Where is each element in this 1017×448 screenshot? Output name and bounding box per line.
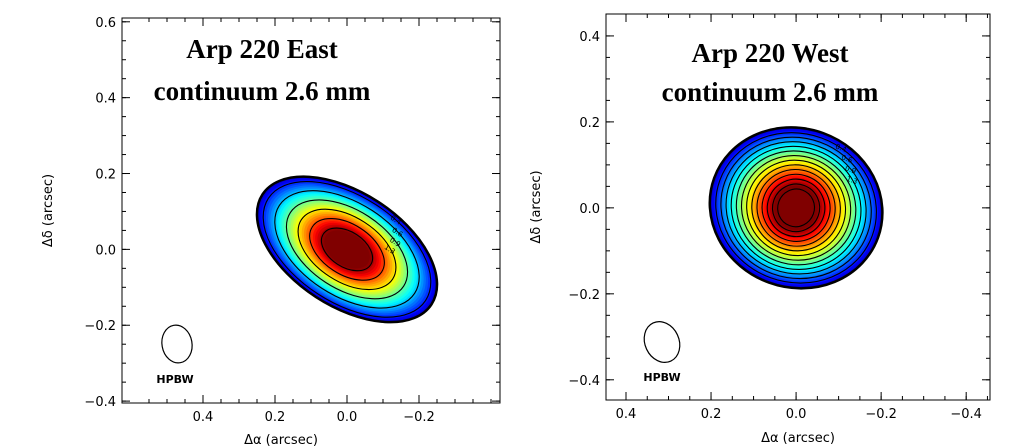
- contour-1.3: [730, 145, 862, 270]
- panel-title: Arp 220 West: [691, 38, 848, 68]
- contour-4.1: [766, 178, 826, 238]
- beam-label: HPBW: [643, 371, 680, 384]
- y-tick-label: 0.2: [95, 168, 116, 183]
- y-tick-label: −0.2: [568, 288, 600, 303]
- y-tick-label: 0.4: [95, 92, 116, 107]
- beam-ellipse: [161, 324, 193, 364]
- contour-0.4: [715, 132, 877, 284]
- x-tick-label: 0.0: [337, 410, 358, 425]
- x-tick-label: 0.4: [193, 410, 214, 425]
- contour-0.6: [720, 136, 872, 280]
- map-fill-layer: [344, 247, 350, 252]
- y-tick-label: 0.4: [579, 30, 600, 45]
- x-tick-label: 0.2: [701, 407, 722, 422]
- contour-0.9: [285, 199, 409, 300]
- x-tick-label: −0.2: [403, 410, 435, 425]
- x-tick-label: −0.2: [865, 407, 897, 422]
- panel-east: 0.40.60.91.3 0.4 0.2 0.0 −0.2 0.6 0.4 0.2 0.0 −0.…: [41, 16, 501, 448]
- contour-3.7: [761, 173, 831, 242]
- contour-label: 0.6: [840, 153, 854, 165]
- contour-1.7: [735, 150, 857, 266]
- contour-2.9: [751, 164, 841, 252]
- y-tick-label: −0.4: [568, 374, 600, 389]
- y-tick-label: 0.6: [95, 16, 116, 31]
- emission-map: 0.40.60.91.3: [255, 175, 439, 324]
- beam-ellipse: [643, 321, 681, 363]
- y-tick-label: 0.0: [579, 202, 600, 217]
- panel-west: 0.40.60.91.30.4 0.2 0.0 −0.2 −0.40.40.20.0−0…: [529, 13, 991, 446]
- map-edge: [708, 126, 884, 290]
- y-axis-label: Δδ (arcsec): [529, 170, 544, 243]
- y-tick-label: −0.4: [84, 395, 116, 410]
- emission-map: 0.40.60.91.3: [708, 126, 884, 290]
- y-tick-label: −0.2: [84, 319, 116, 334]
- y-axis-label: Δδ (arcsec): [41, 174, 56, 247]
- x-tick-label: −0.4: [950, 407, 982, 422]
- contour-label: 1.3: [845, 175, 858, 186]
- contour-label: 0.9: [844, 164, 857, 175]
- map-edge: [255, 175, 439, 324]
- contour-1.3: [297, 208, 397, 291]
- beam-label: HPBW: [156, 373, 193, 386]
- contour-1.7: [309, 218, 385, 281]
- axes-frame: [605, 13, 991, 401]
- contour-4.5: [771, 183, 821, 233]
- y-tick-label: 0.0: [95, 243, 116, 258]
- x-tick-label: 0.2: [265, 410, 286, 425]
- x-axis-label: Δα (arcsec): [244, 433, 318, 448]
- x-tick-label: 0.4: [616, 407, 637, 422]
- panel-title: continuum 2.6 mm: [154, 76, 371, 106]
- contour-0.9: [725, 141, 867, 275]
- contour-3.3: [756, 169, 836, 247]
- contour-4.9: [777, 188, 816, 228]
- contour-2.1: [320, 227, 374, 272]
- contour-2.5: [746, 159, 847, 257]
- contour-0.4: [262, 181, 432, 318]
- contour-label: 0.4: [834, 143, 848, 155]
- contour-0.6: [274, 190, 420, 309]
- map-fill-layer: [793, 205, 799, 211]
- x-axis-label: Δα (arcsec): [761, 431, 835, 446]
- contour-2.1: [740, 154, 852, 261]
- y-tick-label: 0.2: [579, 116, 600, 131]
- x-tick-label: 0.0: [786, 407, 807, 422]
- panel-title: continuum 2.6 mm: [662, 77, 879, 107]
- panel-title: Arp 220 East: [186, 34, 338, 64]
